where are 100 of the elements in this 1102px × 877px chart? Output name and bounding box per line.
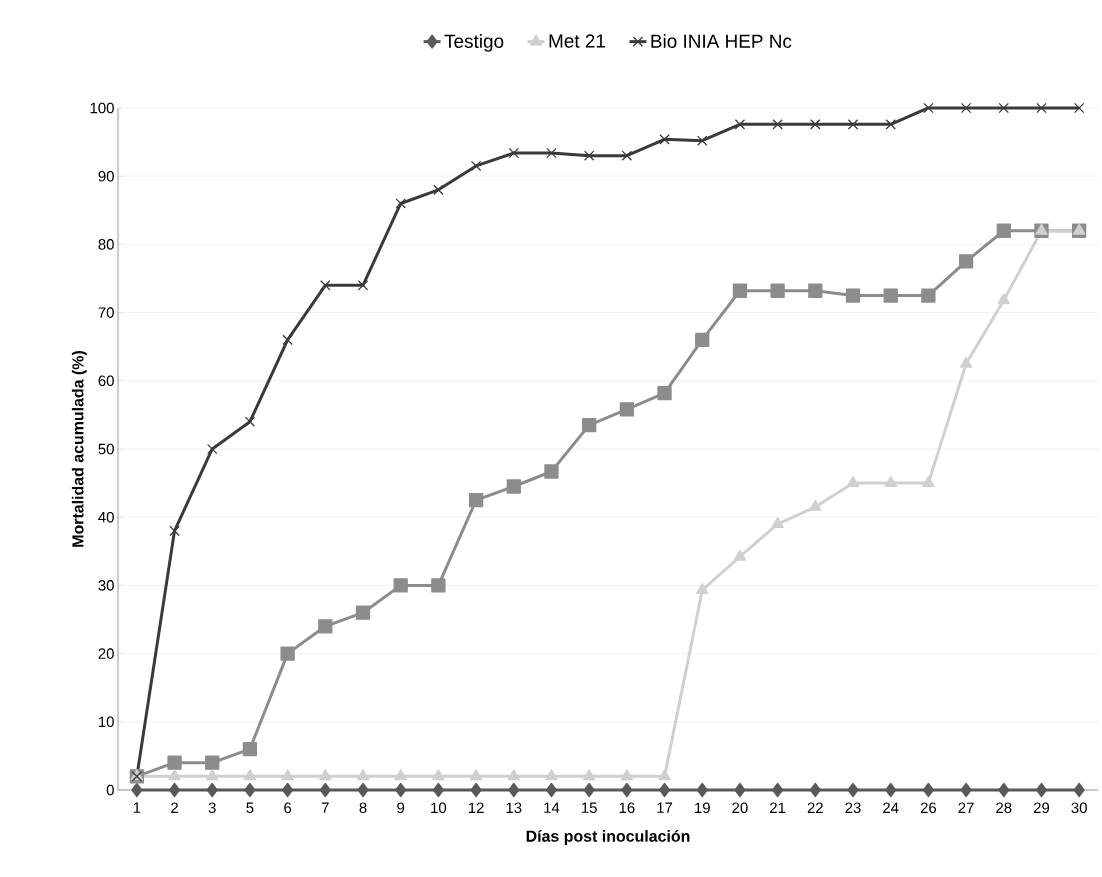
point xyxy=(997,293,1011,305)
point xyxy=(545,782,557,798)
y-tick-label: 50 xyxy=(98,443,114,455)
point xyxy=(357,782,369,798)
point xyxy=(808,283,823,298)
point xyxy=(921,288,936,303)
y-tick-label: 60 xyxy=(98,375,114,387)
point xyxy=(545,769,558,781)
point xyxy=(847,119,859,130)
x-tick-label: 1 xyxy=(133,802,141,813)
point xyxy=(546,147,557,159)
point xyxy=(282,782,294,798)
x-tick-label: 26 xyxy=(920,802,937,814)
x-tick-label: 8 xyxy=(359,802,367,814)
point xyxy=(244,416,256,427)
point xyxy=(696,782,708,798)
x-tick-label: 15 xyxy=(581,802,597,813)
point xyxy=(318,619,333,634)
point xyxy=(470,160,482,172)
legend-label: Met 21 xyxy=(549,34,605,48)
point xyxy=(960,102,972,114)
point xyxy=(809,499,822,511)
point xyxy=(1073,102,1085,114)
y-tick-label: 70 xyxy=(98,307,114,318)
x-tick-label: 20 xyxy=(732,802,748,814)
y-tick-label: 100 xyxy=(90,102,114,114)
point xyxy=(998,782,1010,798)
point xyxy=(923,102,934,114)
point xyxy=(621,782,633,798)
point xyxy=(996,223,1011,238)
point xyxy=(355,605,371,620)
point xyxy=(544,464,559,479)
point xyxy=(1073,782,1085,798)
point xyxy=(242,741,258,757)
x-tick-label: 12 xyxy=(468,802,484,813)
point xyxy=(659,782,671,798)
y-tick-label: 20 xyxy=(98,648,114,659)
x-tick-label: 27 xyxy=(958,802,974,813)
legend-label: Testigo xyxy=(444,34,504,52)
point xyxy=(922,782,934,798)
point xyxy=(582,769,596,781)
point xyxy=(922,475,935,487)
legend-label: Bio INIA HEP Nc xyxy=(651,34,792,48)
point xyxy=(732,283,748,298)
point xyxy=(619,402,634,417)
point xyxy=(734,119,746,130)
x-tick-label: 23 xyxy=(845,802,861,814)
x-tick-label: 13 xyxy=(506,802,522,814)
point xyxy=(659,134,670,145)
point xyxy=(883,288,898,303)
point xyxy=(432,782,444,798)
point xyxy=(243,769,257,781)
x-tick-label: 17 xyxy=(657,802,673,813)
point xyxy=(885,782,897,798)
point xyxy=(960,782,972,798)
x-tick-label: 3 xyxy=(208,802,216,814)
x-tick-label: 29 xyxy=(1033,802,1050,814)
y-tick-label: 10 xyxy=(99,716,114,728)
point xyxy=(394,769,407,781)
point xyxy=(395,198,406,209)
point xyxy=(695,332,710,348)
point xyxy=(658,769,671,781)
x-tick-label: 19 xyxy=(695,802,710,814)
point xyxy=(770,283,785,298)
point xyxy=(733,549,747,561)
point xyxy=(847,782,859,798)
x-tick-label: 16 xyxy=(619,802,635,814)
point xyxy=(508,147,520,159)
point xyxy=(621,150,633,161)
point xyxy=(583,782,595,798)
point xyxy=(695,583,709,595)
point xyxy=(998,102,1010,114)
x-axis-title: Días post inoculación xyxy=(526,829,690,845)
point xyxy=(206,782,218,798)
point xyxy=(205,755,220,770)
point xyxy=(620,769,634,781)
point xyxy=(281,769,294,781)
x-tick-label: 14 xyxy=(544,802,560,813)
point xyxy=(470,782,482,798)
point xyxy=(772,782,784,798)
point xyxy=(320,280,331,291)
point xyxy=(131,782,143,798)
point xyxy=(468,493,484,508)
x-tick-label: 6 xyxy=(284,802,292,814)
point xyxy=(772,119,783,130)
point xyxy=(205,769,219,781)
x-tick-label: 24 xyxy=(883,802,899,813)
x-tick-label: 5 xyxy=(246,802,254,813)
y-axis-title: Mortalidad acumulada (%) xyxy=(71,351,87,547)
point xyxy=(280,646,295,661)
point xyxy=(206,443,218,455)
x-tick-label: 21 xyxy=(770,802,786,813)
point xyxy=(845,288,861,303)
point xyxy=(431,578,446,593)
point xyxy=(168,769,181,781)
point xyxy=(393,578,408,593)
point xyxy=(356,769,370,781)
point xyxy=(734,782,746,798)
point xyxy=(506,479,521,494)
point xyxy=(395,782,407,798)
